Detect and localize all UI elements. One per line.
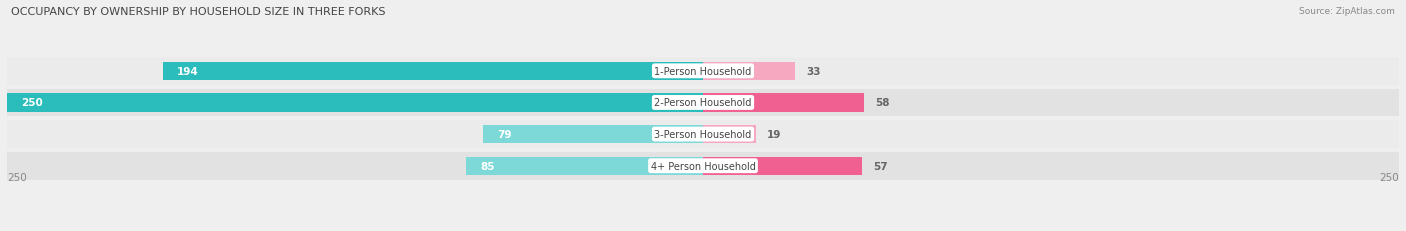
Text: 79: 79 bbox=[496, 130, 512, 140]
Bar bbox=[703, 62, 794, 81]
Text: 19: 19 bbox=[768, 130, 782, 140]
Text: 57: 57 bbox=[873, 161, 887, 171]
Text: 250: 250 bbox=[21, 98, 42, 108]
Bar bbox=[467, 157, 703, 175]
Bar bbox=[703, 94, 865, 112]
Text: 58: 58 bbox=[876, 98, 890, 108]
Text: 3-Person Household: 3-Person Household bbox=[654, 130, 752, 140]
Bar bbox=[7, 121, 1399, 148]
Text: 2-Person Household: 2-Person Household bbox=[654, 98, 752, 108]
Bar bbox=[163, 62, 703, 81]
Bar bbox=[703, 157, 862, 175]
Text: 4+ Person Household: 4+ Person Household bbox=[651, 161, 755, 171]
Text: Source: ZipAtlas.com: Source: ZipAtlas.com bbox=[1299, 7, 1395, 16]
Bar bbox=[7, 58, 1399, 85]
Bar bbox=[7, 94, 703, 112]
Text: 194: 194 bbox=[177, 67, 198, 76]
Text: OCCUPANCY BY OWNERSHIP BY HOUSEHOLD SIZE IN THREE FORKS: OCCUPANCY BY OWNERSHIP BY HOUSEHOLD SIZE… bbox=[11, 7, 385, 17]
Text: 250: 250 bbox=[1379, 173, 1399, 183]
Text: 85: 85 bbox=[481, 161, 495, 171]
Text: 250: 250 bbox=[7, 173, 27, 183]
Bar bbox=[703, 125, 756, 144]
Bar bbox=[7, 152, 1399, 180]
Text: 33: 33 bbox=[806, 67, 821, 76]
Bar bbox=[484, 125, 703, 144]
Bar bbox=[7, 89, 1399, 117]
Text: 1-Person Household: 1-Person Household bbox=[654, 67, 752, 76]
